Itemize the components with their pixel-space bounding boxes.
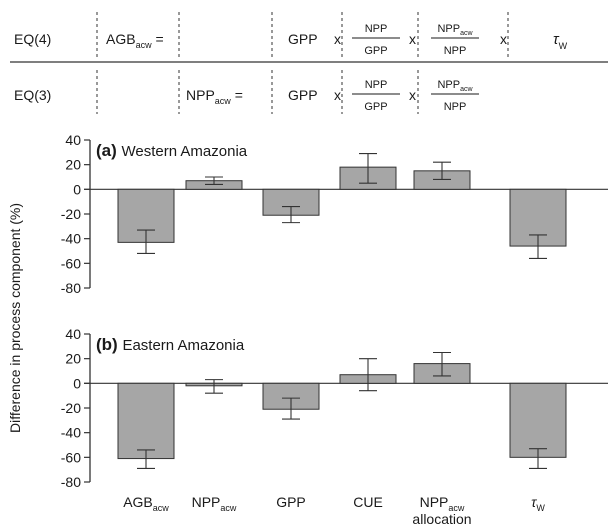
y-tick-label: 0 — [73, 181, 81, 197]
fraction-denominator: NPP — [444, 45, 467, 57]
fraction-numerator: NPP — [365, 79, 388, 91]
panel-b: 40 20 0 -20 -40 -60 -80 (b) Eastern Amazonia — [61, 326, 608, 490]
equation-label: EQ(3) — [14, 87, 51, 103]
y-tick-label: -20 — [61, 206, 81, 222]
equation-label: EQ(4) — [14, 31, 51, 47]
y-tick-label: -80 — [61, 474, 81, 490]
y-tick-label: 20 — [65, 157, 81, 173]
panel-title: (b) Eastern Amazonia — [96, 335, 245, 354]
y-tick-label: -60 — [61, 255, 81, 271]
bar — [509, 382, 567, 458]
y-tick-label: -60 — [61, 449, 81, 465]
y-axis-label: Difference in process component (%) — [7, 203, 23, 433]
equation-term: GPP — [288, 87, 318, 103]
equation-tau: τW — [553, 31, 568, 51]
equation-operator: x — [409, 31, 416, 47]
equation-operator: x — [500, 31, 507, 47]
fraction-denominator: NPP — [444, 101, 467, 113]
equation-row: EQ(4) AGBacw = GPP x NPP GPP x NPPacw NPP x τW — [14, 23, 568, 57]
fraction-numerator: NPPacw — [437, 79, 473, 93]
x-tick-label: CUE — [353, 494, 383, 510]
equation-operator: x — [334, 87, 341, 103]
fraction-numerator: NPPacw — [437, 23, 473, 37]
equation-operator: x — [334, 31, 341, 47]
x-tick-label: GPP — [276, 494, 306, 510]
bar-chart: 40 20 0 -20 -40 -60 -80 (a) Western Amazonia 40 2… — [61, 132, 608, 527]
equation-table: EQ(4) AGBacw = GPP x NPP GPP x NPPacw NPP x τW EQ(3… — [10, 12, 608, 114]
y-tick-label: 0 — [73, 375, 81, 391]
fraction-numerator: NPP — [365, 23, 388, 35]
panel-a: 40 20 0 -20 -40 -60 -80 (a) Western Amazonia — [61, 132, 608, 296]
x-tick-label: NPPacw — [420, 494, 465, 513]
y-tick-label: 40 — [65, 132, 81, 148]
y-tick-label: 40 — [65, 326, 81, 342]
x-tick-label-line2: allocation — [412, 511, 471, 527]
bar — [117, 382, 175, 460]
x-tick-label: τW — [531, 494, 545, 513]
equation-row: EQ(3) NPPacw = GPP x NPP GPP x NPPacw NPP — [14, 79, 479, 113]
equation-operator: x — [409, 87, 416, 103]
y-tick-label: -20 — [61, 400, 81, 416]
y-tick-label: -40 — [61, 425, 81, 441]
x-tick-label: AGBacw — [123, 494, 169, 513]
equation-lhs: AGBacw = — [106, 31, 164, 50]
y-tick-label: -40 — [61, 231, 81, 247]
y-tick-label: 20 — [65, 351, 81, 367]
equation-term: GPP — [288, 31, 318, 47]
fraction-denominator: GPP — [364, 45, 387, 57]
y-tick-label: -80 — [61, 280, 81, 296]
fraction-denominator: GPP — [364, 101, 387, 113]
x-tick-label: NPPacw — [192, 494, 237, 513]
panel-title: (a) Western Amazonia — [96, 141, 248, 160]
equation-mid: NPPacw = — [186, 87, 243, 106]
